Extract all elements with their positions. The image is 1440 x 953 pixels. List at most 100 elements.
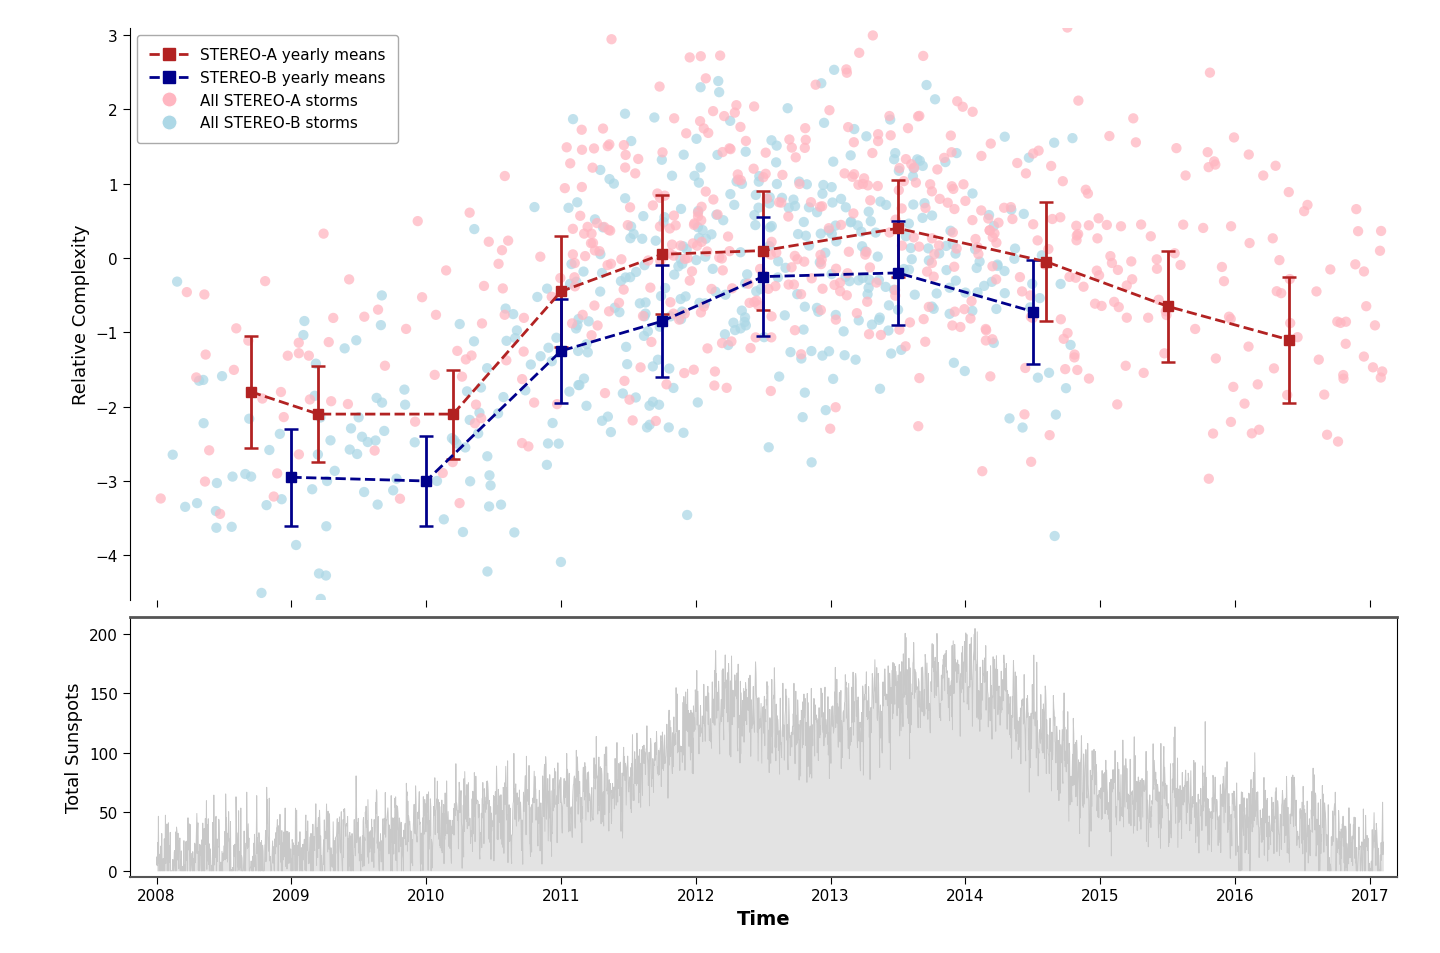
Y-axis label: Relative Complexity: Relative Complexity [72,224,89,405]
Point [776,101,799,116]
Point [338,442,361,457]
Point [888,323,912,338]
Point [788,177,811,193]
Point [511,372,534,387]
Point [469,411,492,426]
Point [847,314,870,329]
Point [857,281,880,296]
Point [683,169,706,184]
Point [685,132,708,148]
Point [917,253,940,269]
Point [678,51,701,66]
Point [844,353,867,368]
Point [1027,144,1050,159]
Point [690,50,713,65]
Point [668,313,691,328]
Point [847,218,870,233]
Point [783,323,806,338]
Point [806,305,829,320]
Point [760,331,783,346]
Point [945,247,968,262]
Point [370,318,393,334]
Point [658,247,681,262]
Point [1355,299,1378,314]
Point [583,213,606,228]
Point [858,193,881,209]
Point [867,313,890,328]
Point [734,134,757,150]
Point [681,264,704,279]
Point [1103,294,1126,310]
Point [966,247,989,262]
Point [907,371,930,386]
Point [1129,217,1152,233]
Point [683,216,706,232]
Point [657,420,680,436]
Point [903,288,926,303]
Point [900,241,923,256]
Point [867,274,890,289]
Point [166,274,189,290]
Point [528,250,552,265]
Point [729,245,752,260]
Point [1286,330,1309,345]
Point [878,110,901,125]
Point [642,111,665,126]
Point [583,298,606,314]
Point [1067,94,1090,110]
Point [851,177,874,193]
Point [867,134,890,150]
Point [644,233,667,249]
Point [945,274,968,289]
Point [821,180,844,195]
Point [963,233,986,248]
Point [811,199,834,214]
Point [780,141,804,156]
Point [612,386,635,401]
Point [220,470,243,485]
Point [307,447,330,462]
Point [757,282,780,297]
Point [999,200,1022,215]
Point [596,139,619,154]
Point [837,120,860,135]
Point [1220,312,1243,327]
Point [556,140,579,155]
Point [562,248,585,263]
Point [1096,218,1119,233]
Point [701,105,724,120]
Point [739,341,762,356]
Point [1221,380,1244,395]
Point [937,281,960,296]
Point [636,324,660,339]
Point [971,464,994,479]
Point [1020,289,1043,304]
Point [927,247,950,262]
Point [768,370,791,385]
Point [976,212,999,227]
Point [795,133,818,149]
Point [703,364,726,379]
Point [755,167,778,182]
Point [1237,148,1260,163]
Point [1106,263,1129,278]
Point [537,436,560,452]
Point [492,308,516,323]
Point [1361,360,1384,375]
Point [517,439,540,455]
Point [1077,187,1100,202]
Point [648,397,671,413]
Point [791,410,814,425]
Point [922,302,945,317]
Point [1115,278,1138,294]
Point [953,364,976,379]
Point [694,232,717,247]
Point [1345,202,1368,217]
Point [720,335,743,350]
Point [847,274,870,289]
Point [678,274,701,289]
Point [890,238,913,253]
Point [824,218,847,233]
Point [549,272,572,287]
Point [480,478,503,494]
